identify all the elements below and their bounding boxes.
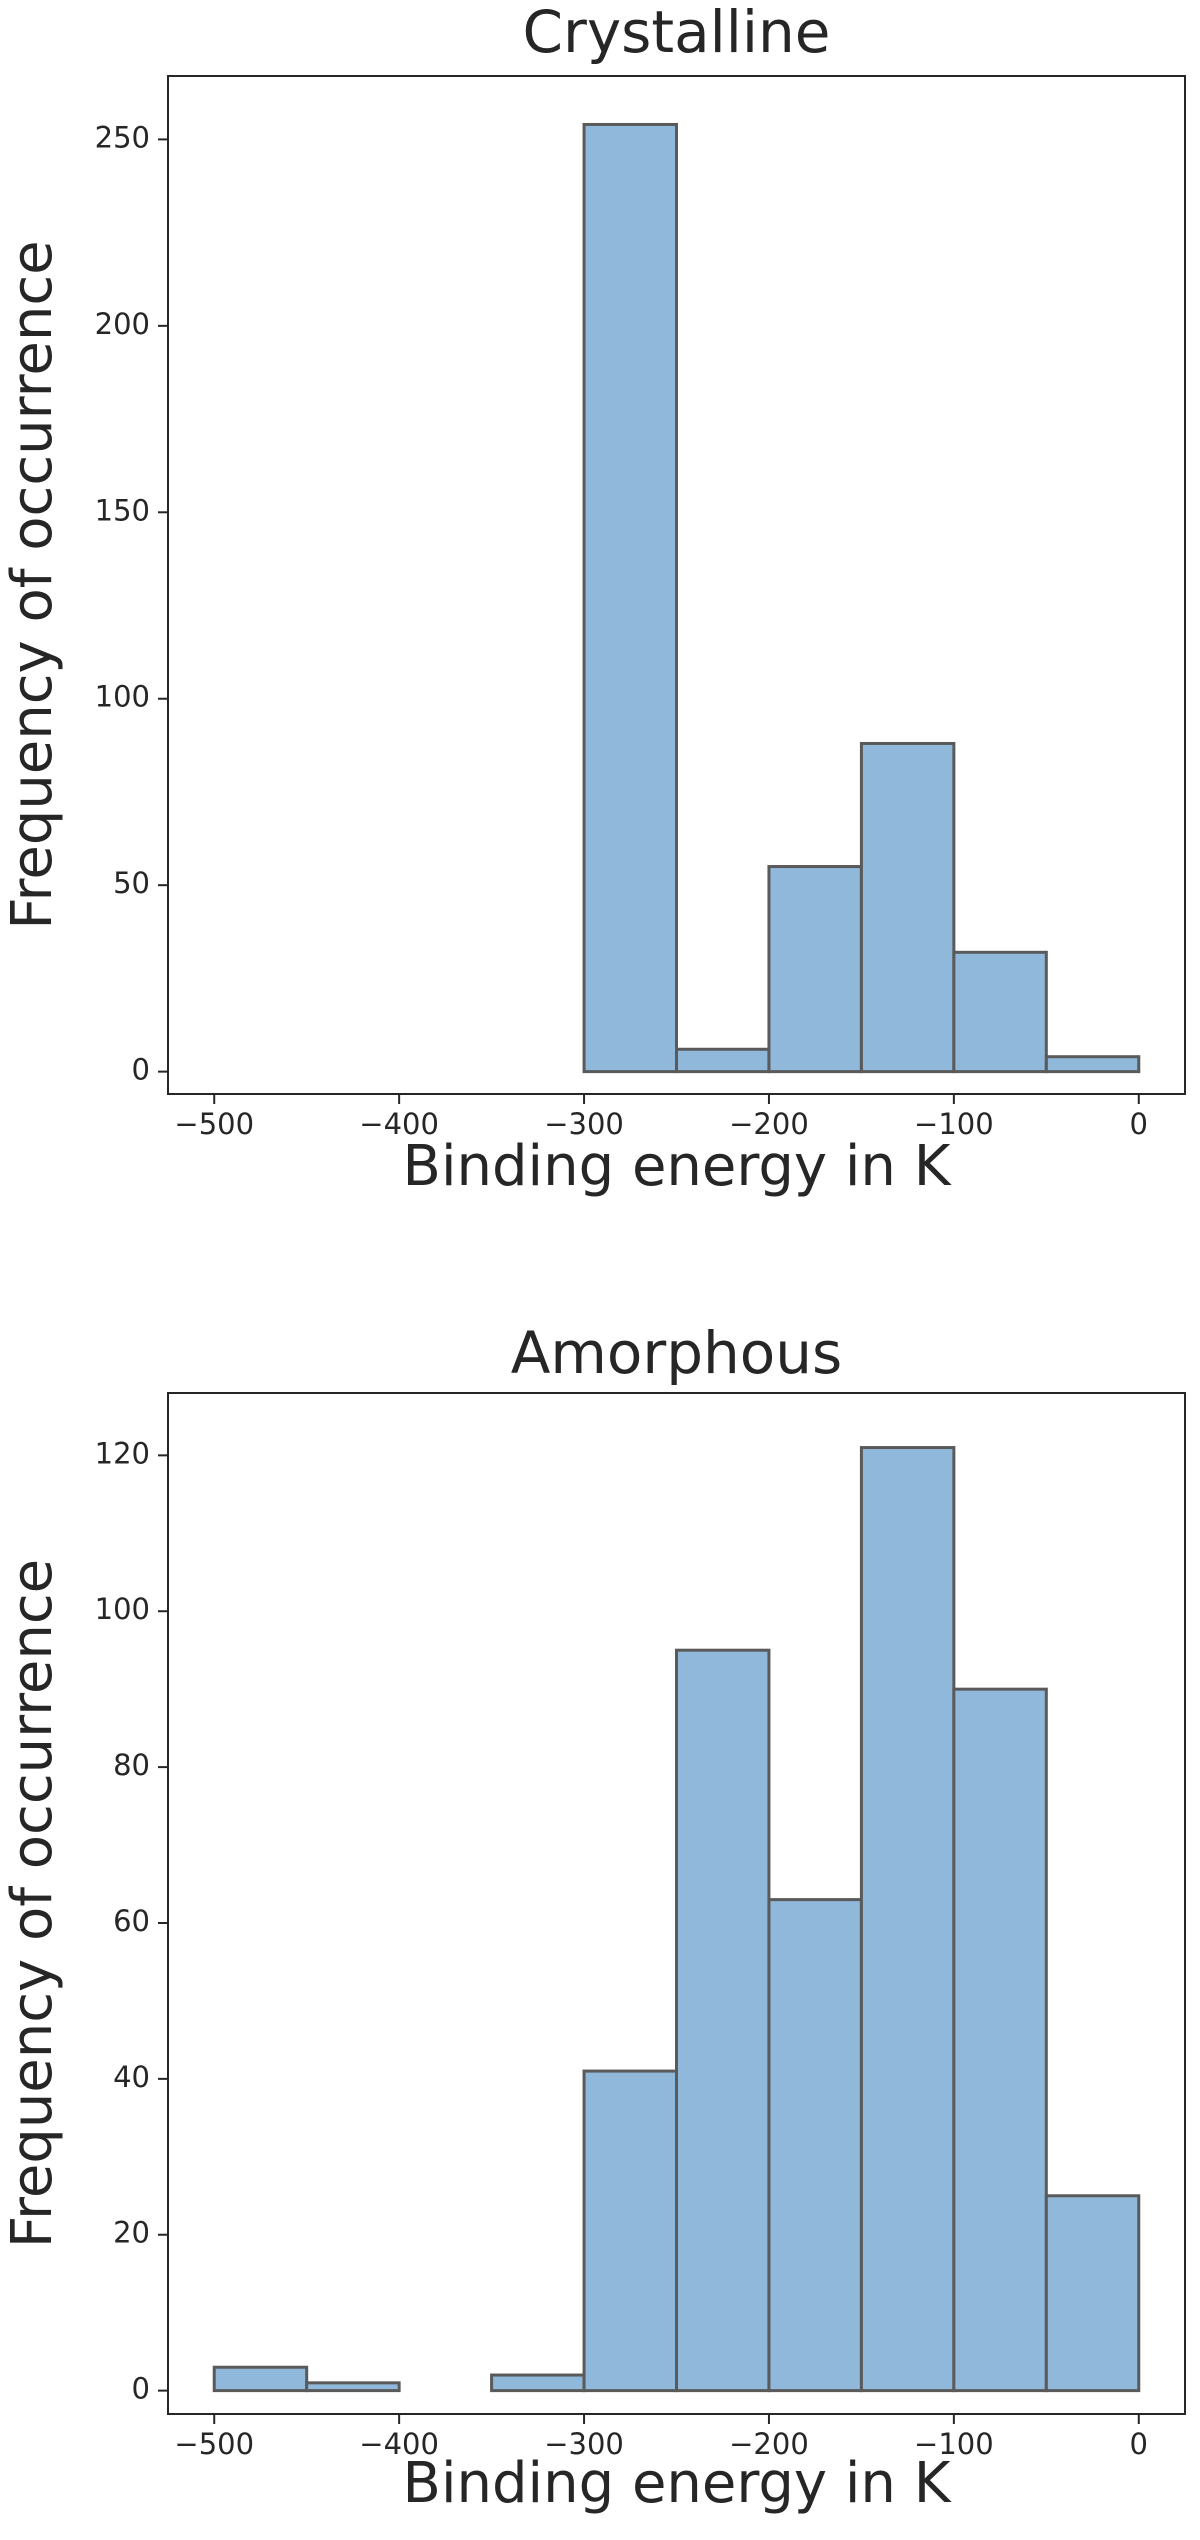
- subplot: −500 −400 −300 −200 −100 0 0 50 100 150 200 250 Crys…: [0, 0, 1186, 1199]
- bar: [767, 865, 863, 1074]
- chart-title: Amorphous: [511, 1319, 843, 1387]
- bar: [952, 950, 1048, 1074]
- bar: [859, 741, 956, 1074]
- x-tick-label: 0: [1130, 1107, 1148, 1141]
- bar: [952, 1687, 1048, 2393]
- x-tick-label: −400: [359, 2427, 439, 2461]
- y-tick-label: 60: [113, 1904, 150, 1938]
- bar: [859, 1446, 956, 2393]
- chart-title: Crystalline: [523, 0, 831, 66]
- x-tick-label: 0: [1130, 2427, 1148, 2461]
- x-tick-label: −100: [914, 2427, 994, 2461]
- y-tick-label: 200: [95, 307, 150, 341]
- y-tick-label: 100: [95, 1592, 150, 1626]
- bar: [582, 122, 679, 1074]
- bar: [1044, 1055, 1141, 1074]
- y-tick-label: 250: [95, 120, 150, 154]
- bar: [582, 2069, 679, 2393]
- x-tick-label: −200: [729, 1107, 809, 1141]
- bar: [305, 2381, 401, 2393]
- x-axis-label: Binding energy in K: [403, 2451, 952, 2516]
- y-axis-label: Frequency of occurrence: [0, 240, 65, 929]
- x-tick-label: −300: [544, 2427, 624, 2461]
- x-axis-label: Binding energy in K: [403, 1134, 952, 1199]
- subplot: −500 −400 −300 −200 −100 0 0 20 40 60 80 100 120 Amor…: [0, 1319, 1186, 2516]
- bar: [1044, 2194, 1141, 2393]
- bar: [675, 1648, 771, 2393]
- axes-frame: [167, 75, 1186, 1095]
- y-axis-label: Frequency of occurrence: [0, 1559, 65, 2248]
- y-tick-label: 20: [113, 2216, 150, 2250]
- axes-frame: [167, 1392, 1186, 2415]
- bar: [767, 1898, 863, 2393]
- y-tick-label: 150: [95, 493, 150, 527]
- x-tick-label: −100: [914, 1107, 994, 1141]
- x-tick-label: −500: [174, 2427, 254, 2461]
- x-tick-label: −400: [359, 1107, 439, 1141]
- y-tick-label: 120: [95, 1436, 150, 1470]
- y-tick-label: 0: [132, 2372, 150, 2406]
- y-tick-label: 50: [113, 866, 150, 900]
- y-tick-label: 80: [113, 1748, 150, 1782]
- x-tick-label: −300: [544, 1107, 624, 1141]
- x-tick-label: −500: [174, 1107, 254, 1141]
- y-tick-label: 100: [95, 680, 150, 714]
- y-tick-label: 40: [113, 2060, 150, 2094]
- bar: [490, 2373, 586, 2393]
- x-tick-label: −200: [729, 2427, 809, 2461]
- bar: [675, 1047, 771, 1074]
- y-tick-label: 0: [132, 1053, 150, 1087]
- bar: [212, 2365, 309, 2393]
